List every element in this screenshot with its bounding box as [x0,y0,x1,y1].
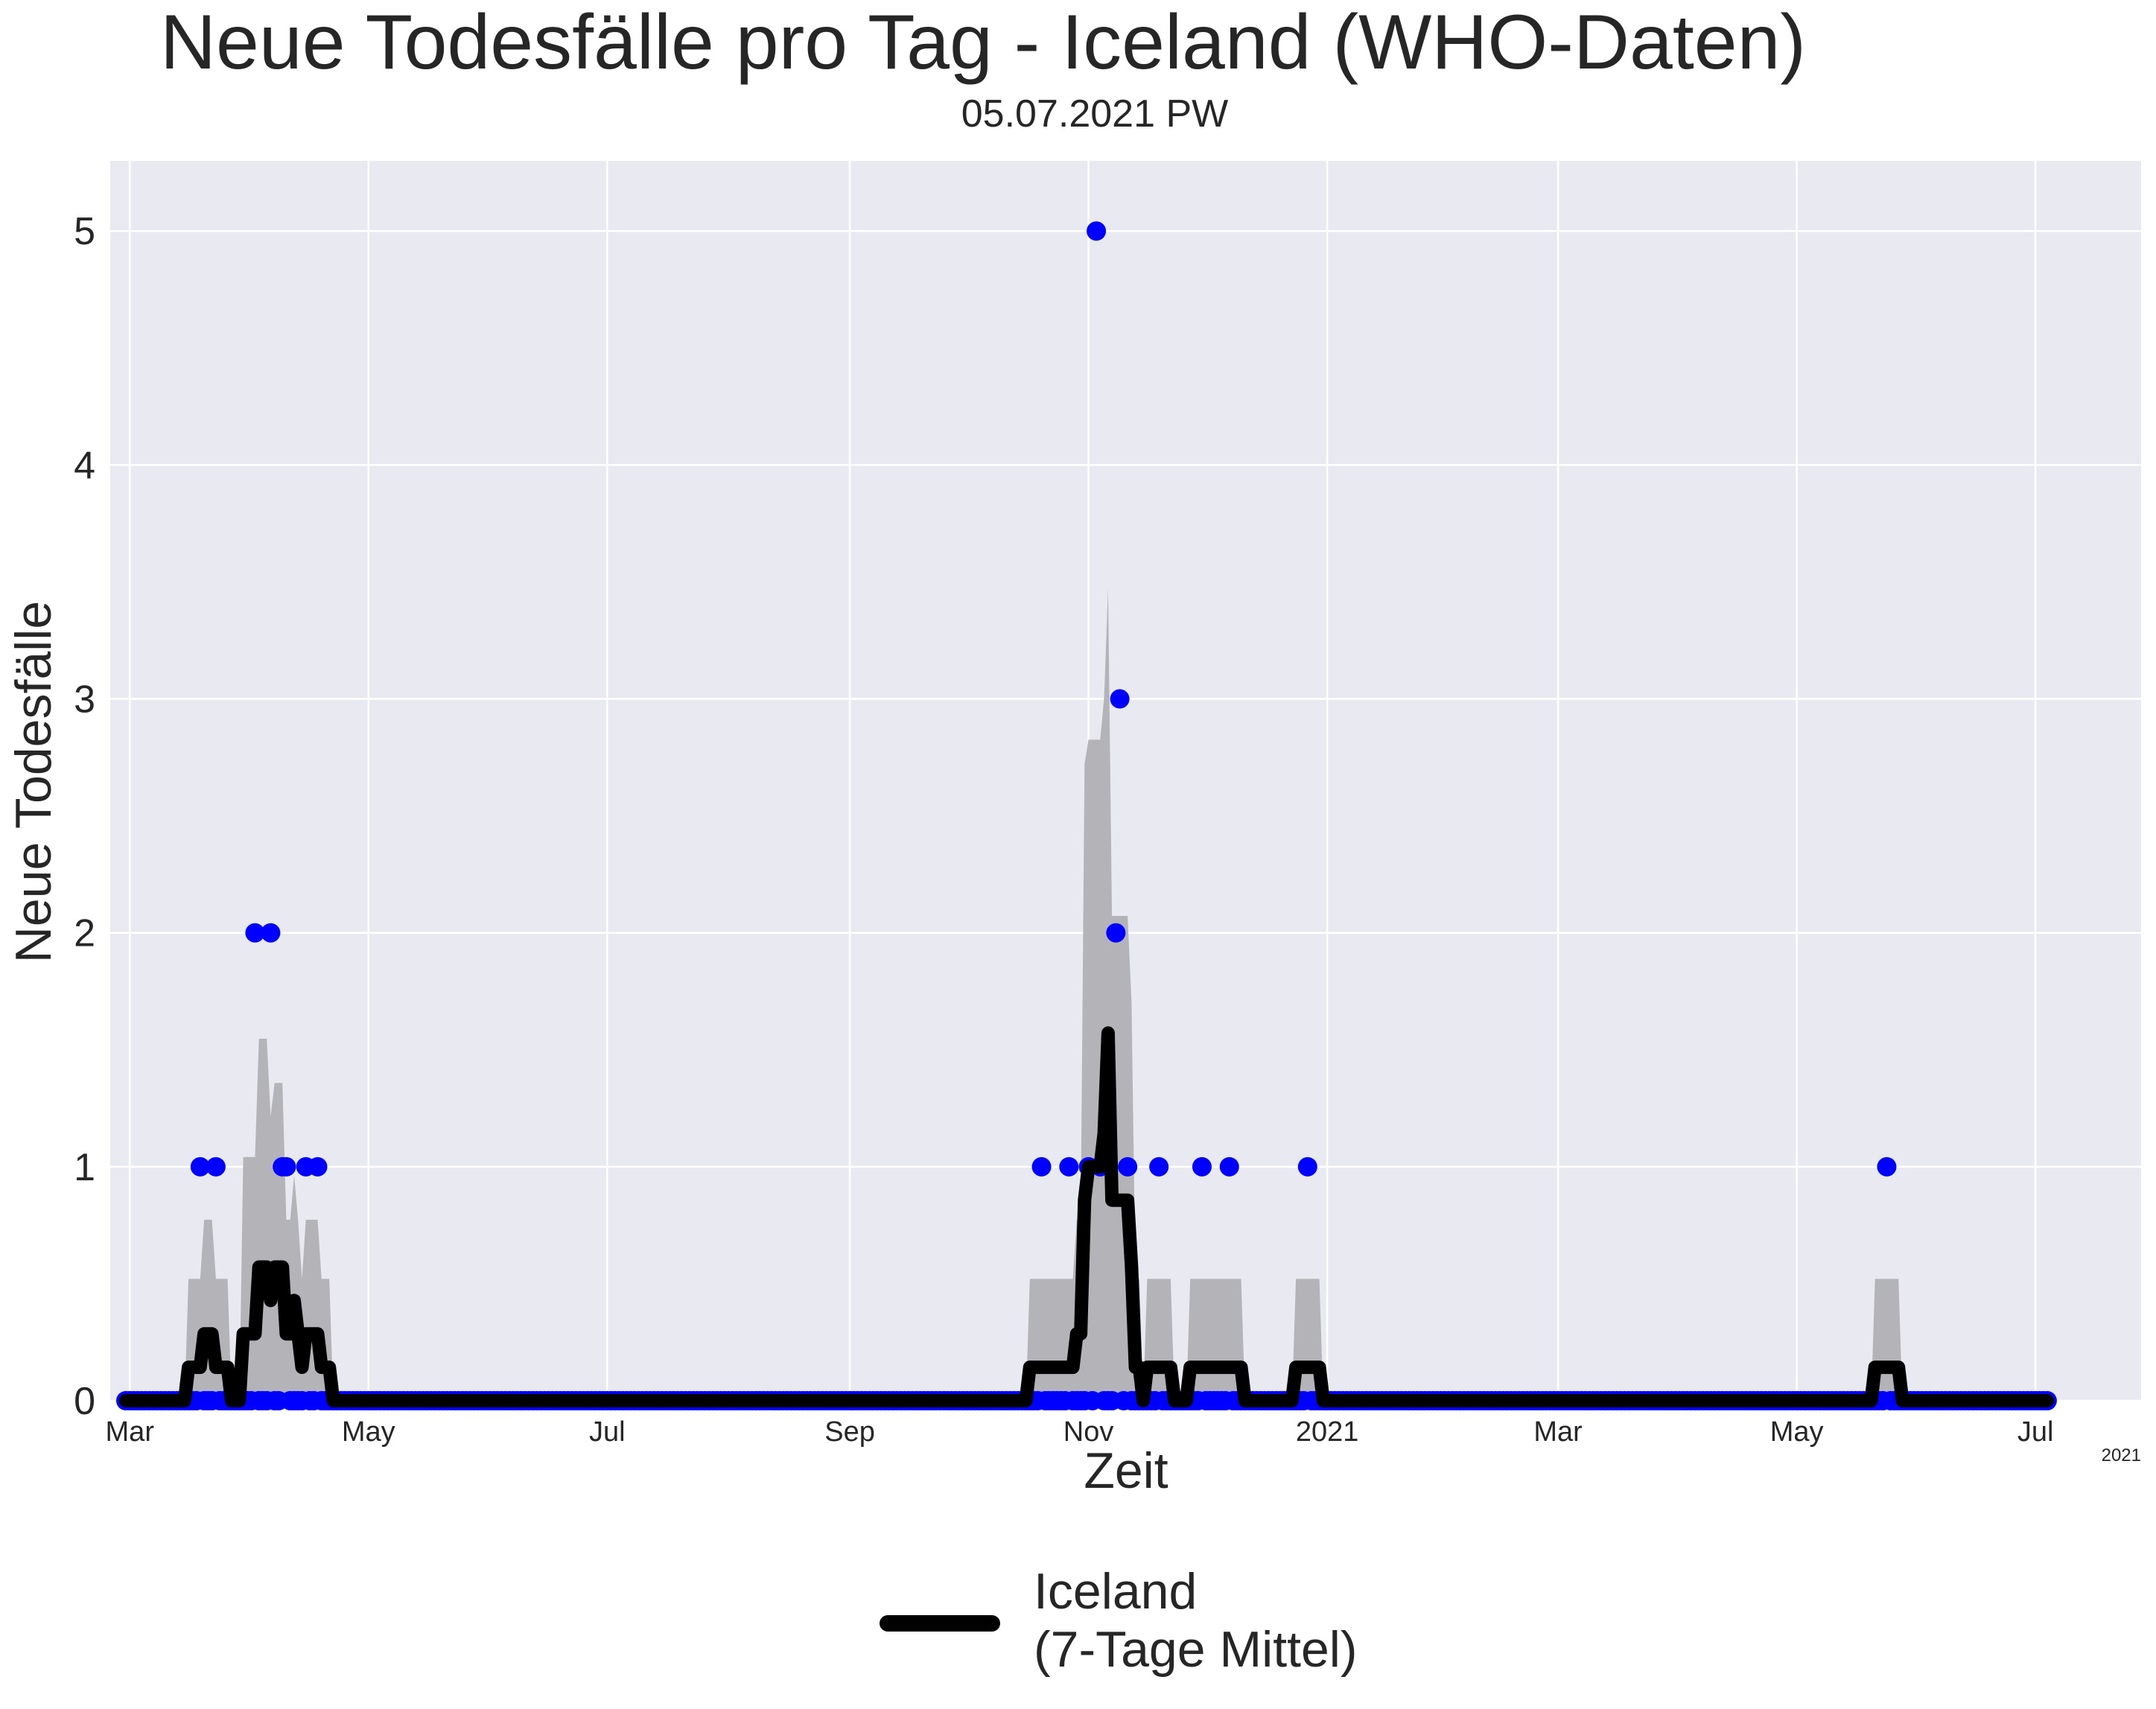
x-offset-label: 2021 [2102,1445,2141,1465]
y-tick-label: 0 [74,1380,95,1423]
std-band-area [126,588,2047,1401]
daily-deaths-point [308,1156,328,1177]
daily-deaths-point [1059,1156,1079,1177]
x-tick-label: Jul [589,1416,626,1448]
daily-deaths-point [1106,923,1126,943]
x-tick-label: Sep [824,1416,875,1448]
daily-deaths-point [1110,689,1130,709]
x-tick-label: 2021 [1296,1416,1359,1448]
chart-subtitle: 05.07.2021 PW [961,92,1228,136]
y-axis-label: Neue Todesfälle [5,601,62,963]
daily-deaths-point [1219,1156,1239,1177]
daily-deaths-point [1877,1156,1897,1177]
y-tick-label: 3 [74,678,95,722]
legend: Iceland (7-Tage Mittel) [880,1563,1358,1678]
legend-label-line: Iceland [1034,1563,1197,1620]
daily-deaths-point [1192,1156,1212,1177]
x-tick-label: Mar [1533,1416,1583,1448]
y-tick-label: 4 [74,444,95,487]
y-axis-ticks: 0 1 2 3 4 5 [74,210,95,1423]
daily-deaths-point [245,923,265,943]
x-tick-label: Nov [1063,1416,1114,1448]
x-tick-label: Jul [2017,1416,2054,1448]
daily-deaths-point [206,1156,226,1177]
rolling-mean-series [119,1026,2054,1407]
x-tick-label: May [1770,1416,1824,1448]
legend-label-line: (7-Tage Mittel) [1034,1621,1358,1678]
y-tick-label: 1 [74,1146,95,1189]
daily-deaths-point [261,923,281,943]
rolling-mean-line [119,1026,2054,1407]
y-tick-label: 2 [74,912,95,955]
spread-band [126,588,2047,1401]
chart-title: Neue Todesfälle pro Tag - Iceland (WHO-D… [160,0,1806,86]
y-tick-label: 5 [74,210,95,253]
daily-deaths-point [190,1156,210,1177]
daily-deaths-point [1118,1156,1138,1177]
daily-deaths-point [1297,1156,1317,1177]
daily-deaths-point [276,1156,296,1177]
daily-deaths-point [1149,1156,1169,1177]
legend-label: Iceland (7-Tage Mittel) [1034,1563,1358,1678]
daily-deaths-point [1087,221,1107,241]
daily-deaths-point [1031,1156,1052,1177]
x-axis-ticks: Mar May Jul Sep Nov 2021 Mar May Jul [106,1416,2054,1448]
x-tick-label: Mar [106,1416,155,1448]
x-tick-label: May [342,1416,395,1448]
x-axis-label: Zeit [1084,1442,1168,1499]
